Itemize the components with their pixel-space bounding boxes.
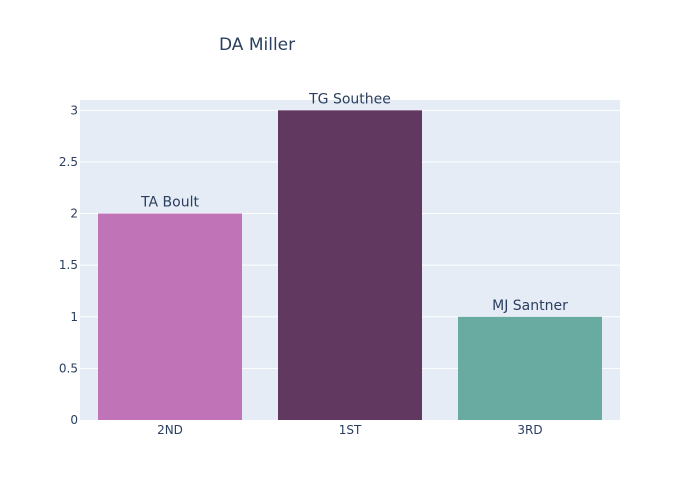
- bar: [278, 110, 422, 421]
- y-tick-label: 3: [70, 103, 78, 117]
- bar-labels: TA Boult TG Southee MJ Santner: [140, 91, 568, 313]
- x-tick-label: 2ND: [157, 423, 183, 437]
- bar: [98, 213, 242, 420]
- bar-data-label: TA Boult: [140, 195, 199, 211]
- bar-data-label: MJ Santner: [492, 298, 568, 314]
- y-tick-label: 1.5: [59, 258, 78, 272]
- y-tick-label: 0.5: [59, 361, 78, 375]
- x-axis-ticks: 2ND 1ST 3RD: [157, 423, 543, 437]
- x-tick-label: 3RD: [517, 423, 542, 437]
- y-tick-label: 2.5: [59, 155, 78, 169]
- y-tick-label: 0: [70, 413, 78, 427]
- y-tick-label: 1: [70, 310, 78, 324]
- bar-data-label: TG Southee: [308, 91, 391, 107]
- chart-title: DA Miller: [219, 35, 295, 55]
- y-axis-ticks: 0 0.5 1 1.5 2 2.5 3: [59, 103, 78, 427]
- y-tick-label: 2: [70, 207, 78, 221]
- bars: [98, 110, 602, 421]
- x-tick-label: 1ST: [339, 423, 362, 437]
- bar: [458, 316, 602, 420]
